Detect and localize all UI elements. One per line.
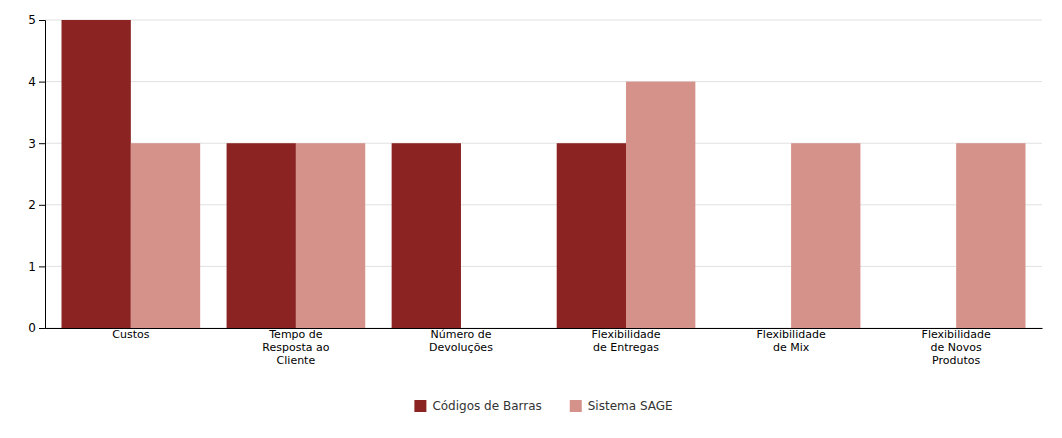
bar: [557, 143, 626, 328]
chart-svg: 0 1 2 3 4 5 Custos Tempo deResposta aoCliente Nú…: [0, 0, 1062, 438]
tick-label-line: Flexibilidade: [757, 328, 826, 341]
bar: [131, 143, 200, 328]
tick-label-line: Tempo de: [268, 328, 323, 341]
tick-label: Flexibilidadede NovosProdutos: [922, 328, 991, 367]
legend: Códigos de Barras Sistema SAGE: [414, 399, 672, 413]
tick: 2: [28, 198, 45, 212]
legend-label: Códigos de Barras: [432, 399, 541, 413]
tick: 5: [28, 13, 45, 27]
legend-swatch: [414, 400, 426, 412]
tick: Flexibilidadede Entregas: [591, 328, 660, 354]
grid: [45, 20, 1042, 328]
grid-line: [45, 20, 1042, 21]
tick-label: Custos: [112, 328, 149, 341]
bar-series: [62, 20, 627, 328]
tick: 0: [28, 321, 45, 335]
tick-label: 4: [28, 75, 36, 89]
tick-label-line: Resposta ao: [262, 341, 329, 354]
tick-label: Tempo deResposta aoCliente: [262, 328, 329, 367]
tick-label: Número deDevoluções: [429, 328, 493, 354]
tick-label-line: de Entregas: [593, 341, 659, 354]
tick-label-line: de Mix: [773, 341, 810, 354]
chart-container: 0 1 2 3 4 5 Custos Tempo deResposta aoCliente Nú…: [0, 0, 1062, 438]
tick-label-line: Cliente: [277, 354, 316, 367]
legend-item: Códigos de Barras: [414, 399, 541, 413]
tick-label: 5: [28, 13, 36, 27]
bar: [296, 143, 365, 328]
tick-label: 2: [28, 198, 36, 212]
bars: [62, 20, 1026, 328]
tick-label-line: Flexibilidade: [591, 328, 660, 341]
tick-label-line: Custos: [112, 328, 149, 341]
tick-label-line: Número de: [430, 328, 491, 341]
tick: Flexibilidadede NovosProdutos: [922, 328, 991, 367]
tick-label-line: Devoluções: [429, 341, 493, 354]
axis-domain: [39, 21, 46, 329]
tick: Número deDevoluções: [429, 328, 493, 354]
bar: [227, 143, 296, 328]
tick: 4: [28, 75, 45, 89]
plot: 0 1 2 3 4 5 Custos Tempo deResposta aoCliente Nú…: [28, 13, 1042, 367]
tick: Tempo deResposta aoCliente: [262, 328, 329, 367]
bar: [791, 143, 860, 328]
tick-label: Flexibilidadede Mix: [757, 328, 826, 354]
tick: 3: [28, 137, 45, 151]
bar: [392, 143, 461, 328]
bar: [62, 20, 131, 328]
legend-item: Sistema SAGE: [570, 399, 673, 413]
tick-label-line: Flexibilidade: [922, 328, 991, 341]
grid-line: [45, 81, 1042, 82]
legend-label: Sistema SAGE: [588, 399, 673, 413]
tick: Custos: [112, 328, 149, 341]
tick-mark: [39, 266, 45, 267]
tick-label-line: de Novos: [931, 341, 982, 354]
tick-label-line: Produtos: [932, 354, 980, 367]
tick-mark: [39, 20, 45, 21]
y-axis: 0 1 2 3 4 5: [28, 13, 45, 335]
tick-label: 1: [28, 260, 36, 274]
bar: [956, 143, 1025, 328]
tick-mark: [39, 143, 45, 144]
tick-label: 3: [28, 137, 36, 151]
tick: 1: [28, 260, 45, 274]
axis-domain: [46, 328, 1043, 329]
bar-series: [131, 82, 1026, 328]
x-axis: Custos Tempo deResposta aoCliente Número d…: [46, 328, 1043, 367]
legend-swatch: [570, 400, 582, 412]
tick-mark: [39, 328, 45, 329]
bar: [626, 82, 695, 328]
tick-mark: [39, 82, 45, 83]
tick-label: Flexibilidadede Entregas: [591, 328, 660, 354]
tick: Flexibilidadede Mix: [757, 328, 826, 354]
tick-label: 0: [28, 321, 36, 335]
tick-mark: [39, 205, 45, 206]
